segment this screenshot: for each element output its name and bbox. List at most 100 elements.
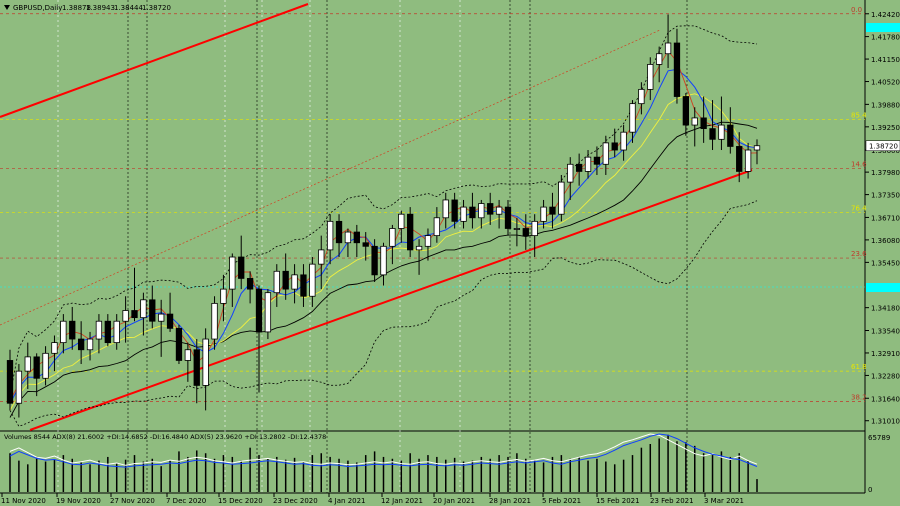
candle — [380, 245, 387, 276]
fib-level-label: 76.4 — [851, 204, 867, 212]
candle — [60, 320, 67, 344]
candle — [620, 131, 627, 151]
candle — [300, 274, 307, 297]
candle — [371, 245, 378, 276]
candle — [15, 370, 23, 404]
price-tick-label: 1.41150 — [871, 56, 900, 64]
candle — [184, 349, 192, 361]
candle — [504, 206, 512, 229]
candle — [664, 42, 672, 55]
fib-level-label: 14.6 — [851, 161, 867, 169]
price-tick-label: 1.32910 — [871, 350, 900, 358]
candle — [335, 220, 343, 244]
price-tick-label: 1.39250 — [871, 124, 900, 132]
candle — [326, 220, 334, 251]
candle — [460, 206, 467, 222]
mid-channel-line — [0, 29, 661, 326]
candle — [575, 163, 583, 172]
candle — [211, 302, 218, 340]
candle — [407, 213, 414, 251]
candle — [558, 181, 565, 215]
date-tick-label: 3 Mar 2021 — [704, 497, 744, 505]
cyan-level-marker — [866, 283, 900, 292]
candle — [682, 96, 690, 126]
price-tick-label: 1.37350 — [871, 192, 900, 200]
candle — [495, 206, 503, 215]
candle — [282, 270, 289, 290]
open-value: 1.38878 — [62, 4, 91, 12]
price-tick-label: 1.41780 — [871, 34, 900, 42]
price-tick-label: 1.37980 — [871, 169, 900, 177]
date-tick-label: 15 Dec 2020 — [218, 497, 263, 505]
candle — [549, 206, 556, 215]
price-tick-label: 1.34180 — [871, 305, 900, 313]
candle — [24, 356, 31, 372]
adx-line-white — [9, 433, 758, 466]
date-tick-label: 27 Nov 2020 — [110, 497, 155, 505]
candle — [309, 263, 316, 297]
close-value: 1.38720 — [142, 4, 171, 12]
lower-trendline — [29, 169, 753, 431]
dropdown-arrow-icon — [4, 5, 10, 10]
candle — [104, 320, 111, 344]
price-tick-label: 1.40520 — [871, 79, 900, 87]
price-tick-label: 1.32280 — [871, 372, 900, 380]
price-tick-label: 1.33540 — [871, 327, 900, 335]
upper-trendline — [0, 3, 309, 118]
candle — [113, 320, 120, 344]
price-tick-label: 1.38600 — [871, 147, 900, 155]
date-tick-label: 12 Jan 2021 — [381, 497, 423, 505]
fib-level-label: 38.2 — [851, 393, 867, 401]
candle — [709, 128, 716, 140]
candle — [700, 117, 707, 130]
candle — [584, 156, 592, 172]
candle — [140, 299, 147, 319]
candle — [389, 228, 396, 247]
candle — [149, 299, 156, 322]
date-tick-label: 11 Nov 2020 — [1, 497, 46, 505]
candle — [220, 288, 227, 304]
fib-level-label: 85.4 — [851, 112, 867, 120]
price-tick-label: 1.36710 — [871, 214, 900, 222]
candle — [166, 313, 174, 329]
candle — [611, 142, 618, 151]
date-tick-label: 15 Feb 2021 — [596, 497, 640, 505]
candle — [86, 338, 94, 351]
candle — [629, 103, 636, 133]
candle — [193, 349, 200, 386]
date-tick-label: 23 Dec 2020 — [273, 497, 318, 505]
candle — [718, 124, 725, 140]
candle — [33, 356, 40, 379]
candle — [656, 53, 663, 65]
candle — [175, 327, 183, 361]
candle — [95, 320, 103, 340]
candle — [540, 206, 547, 222]
candle — [318, 249, 325, 265]
current-price-tag — [865, 140, 900, 151]
fib-level-label: 23.6 — [851, 250, 867, 258]
candle — [415, 245, 423, 251]
candle — [442, 199, 449, 219]
candle — [451, 199, 458, 222]
candle — [487, 203, 494, 215]
candle — [638, 88, 645, 105]
price-tick-label: 1.31010 — [871, 418, 900, 426]
candle — [158, 313, 165, 322]
current-price-label: 1.38720 — [869, 143, 898, 151]
candle — [602, 142, 609, 165]
candle — [736, 146, 743, 172]
candle — [202, 338, 209, 386]
candle — [229, 256, 236, 290]
date-tick-label: 19 Nov 2020 — [56, 497, 101, 505]
date-tick-label: 5 Feb 2021 — [542, 497, 581, 505]
price-tick-label: 1.31640 — [871, 395, 900, 403]
candle — [246, 278, 254, 290]
volume-axis-zero: 0 — [868, 486, 872, 494]
fib-level-label: 61.8 — [851, 363, 867, 371]
date-tick-label: 4 Jan 2021 — [328, 497, 366, 505]
fib-level-label: 0.0 — [851, 6, 862, 14]
volume-axis-max: 65789 — [868, 434, 890, 442]
